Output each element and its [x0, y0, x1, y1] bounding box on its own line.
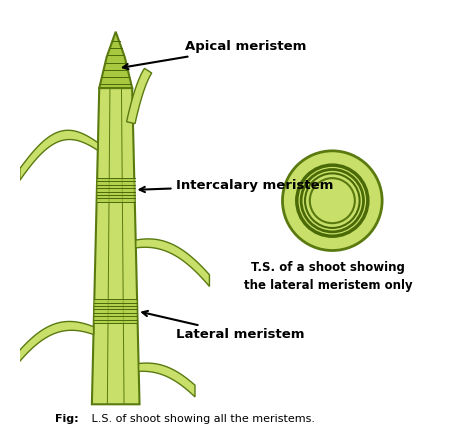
Polygon shape: [92, 88, 139, 404]
Polygon shape: [20, 130, 98, 181]
Text: L.S. of shoot showing all the meristems.: L.S. of shoot showing all the meristems.: [88, 414, 315, 424]
Circle shape: [283, 151, 382, 251]
Polygon shape: [7, 321, 93, 378]
Text: T.S. of a shoot showing: T.S. of a shoot showing: [251, 261, 405, 274]
Polygon shape: [99, 32, 132, 88]
Polygon shape: [139, 363, 195, 397]
Polygon shape: [127, 68, 152, 124]
Circle shape: [297, 165, 368, 236]
Text: Intercalary meristem: Intercalary meristem: [140, 179, 334, 192]
Circle shape: [301, 170, 364, 232]
Circle shape: [310, 178, 355, 223]
Polygon shape: [136, 239, 210, 286]
Text: Lateral meristem: Lateral meristem: [142, 311, 305, 341]
Polygon shape: [97, 178, 135, 202]
Text: Fig:: Fig:: [55, 414, 79, 424]
Circle shape: [305, 174, 360, 228]
Text: Apical meristem: Apical meristem: [123, 41, 306, 69]
Text: the lateral meristem only: the lateral meristem only: [244, 279, 412, 292]
Polygon shape: [94, 299, 137, 323]
